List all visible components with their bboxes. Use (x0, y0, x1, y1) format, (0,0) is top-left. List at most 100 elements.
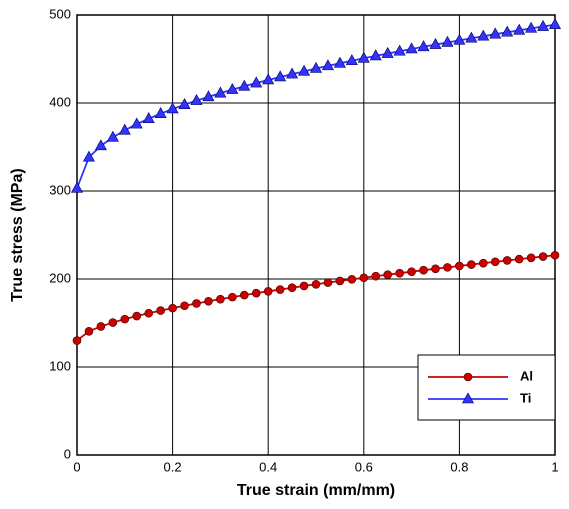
marker (489, 27, 502, 39)
marker (166, 102, 179, 114)
marker (130, 117, 143, 129)
marker (502, 256, 512, 265)
marker (359, 273, 369, 283)
marker (323, 278, 333, 287)
marker (477, 29, 490, 41)
marker (455, 261, 464, 271)
marker (443, 263, 452, 272)
marker (371, 271, 381, 281)
marker (262, 73, 275, 85)
marker (441, 35, 454, 47)
marker (204, 296, 213, 306)
marker (72, 336, 82, 345)
marker (490, 257, 500, 267)
marker (202, 90, 215, 102)
marker (465, 31, 478, 43)
marker (154, 107, 167, 118)
x-tick-label: 0.6 (355, 459, 373, 474)
marker (431, 264, 440, 274)
x-tick-label: 0.4 (259, 459, 277, 474)
legend-box (417, 354, 556, 421)
marker (538, 252, 548, 261)
legend-marker (463, 372, 473, 382)
marker (478, 258, 488, 268)
marker (132, 311, 142, 321)
y-tick-label: 200 (49, 270, 71, 285)
marker (548, 18, 562, 29)
marker (263, 287, 273, 296)
x-tick-label: 0.2 (164, 459, 182, 474)
marker (180, 301, 189, 311)
marker (298, 64, 311, 76)
marker (144, 308, 153, 318)
marker (240, 290, 249, 300)
marker (216, 294, 225, 304)
legend-marker (461, 392, 475, 404)
legend: Al Ti (417, 354, 556, 421)
series-line (76, 23, 556, 189)
marker (84, 326, 94, 336)
marker (108, 318, 118, 327)
marker (299, 281, 309, 291)
marker (238, 79, 251, 91)
marker (383, 270, 393, 279)
y-tick-label: 100 (49, 358, 71, 373)
x-tick-label: 1 (551, 459, 558, 474)
marker (526, 253, 536, 263)
marker (190, 94, 203, 105)
x-tick-label: 0 (73, 459, 80, 474)
marker (251, 288, 261, 298)
marker (335, 276, 345, 286)
marker (120, 314, 130, 324)
marker (321, 59, 334, 71)
marker (357, 51, 370, 63)
marker (550, 250, 560, 260)
y-tick-label: 0 (64, 446, 71, 461)
marker (369, 49, 382, 61)
marker (96, 322, 106, 331)
marker (347, 275, 357, 284)
marker (70, 181, 84, 193)
x-tick-label: 0.8 (450, 459, 468, 474)
marker (467, 260, 476, 269)
marker (514, 254, 524, 264)
marker (311, 279, 321, 289)
marker (274, 70, 287, 82)
marker (142, 112, 155, 123)
marker (537, 19, 550, 31)
marker (94, 139, 107, 151)
marker (429, 37, 442, 49)
series-line (76, 254, 556, 342)
marker (381, 46, 394, 58)
marker (393, 44, 406, 56)
marker (286, 67, 299, 79)
marker (513, 23, 526, 35)
marker (309, 61, 323, 73)
marker (250, 76, 263, 88)
marker (525, 21, 538, 33)
marker (192, 299, 201, 308)
marker (178, 98, 191, 109)
marker (118, 123, 131, 135)
marker (287, 283, 297, 293)
marker (453, 33, 466, 45)
marker (407, 267, 416, 276)
marker (214, 86, 227, 98)
marker (156, 306, 165, 315)
marker (82, 150, 95, 162)
marker (417, 40, 430, 52)
marker (228, 292, 237, 302)
plot-frame (76, 14, 556, 456)
legend-label: Al (520, 368, 533, 383)
marker (405, 42, 418, 54)
marker (419, 265, 428, 275)
y-tick-label: 400 (49, 94, 71, 109)
marker (345, 54, 358, 66)
marker (226, 83, 239, 94)
legend-label: Ti (520, 390, 531, 405)
marker (106, 130, 119, 142)
marker (168, 303, 177, 313)
marker (395, 268, 404, 278)
marker (333, 56, 346, 68)
